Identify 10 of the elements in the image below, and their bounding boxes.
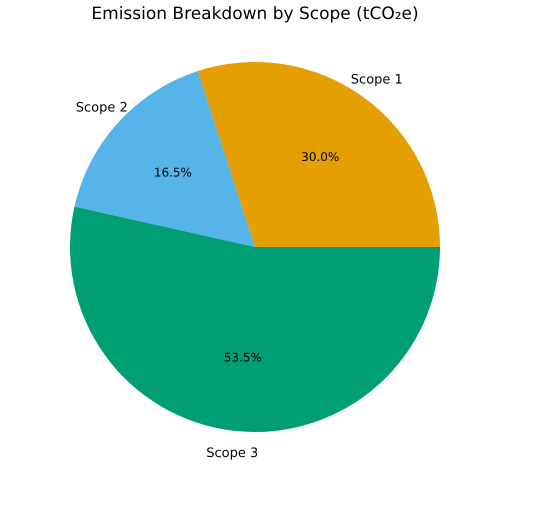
data-label: 53.5% xyxy=(224,350,262,364)
slice-label: Scope 3 xyxy=(206,446,258,461)
data-label: 30.0% xyxy=(301,150,340,164)
pie-slice xyxy=(70,206,440,432)
slice-label: Scope 2 xyxy=(76,100,128,116)
pie-slice xyxy=(74,71,255,247)
data-label: 16.5% xyxy=(154,165,192,180)
chart-title: Emission Breakdown by Scope (tCO₂e) xyxy=(91,4,419,24)
slice-label: Scope 1 xyxy=(350,72,403,88)
pie-slice xyxy=(198,62,440,247)
